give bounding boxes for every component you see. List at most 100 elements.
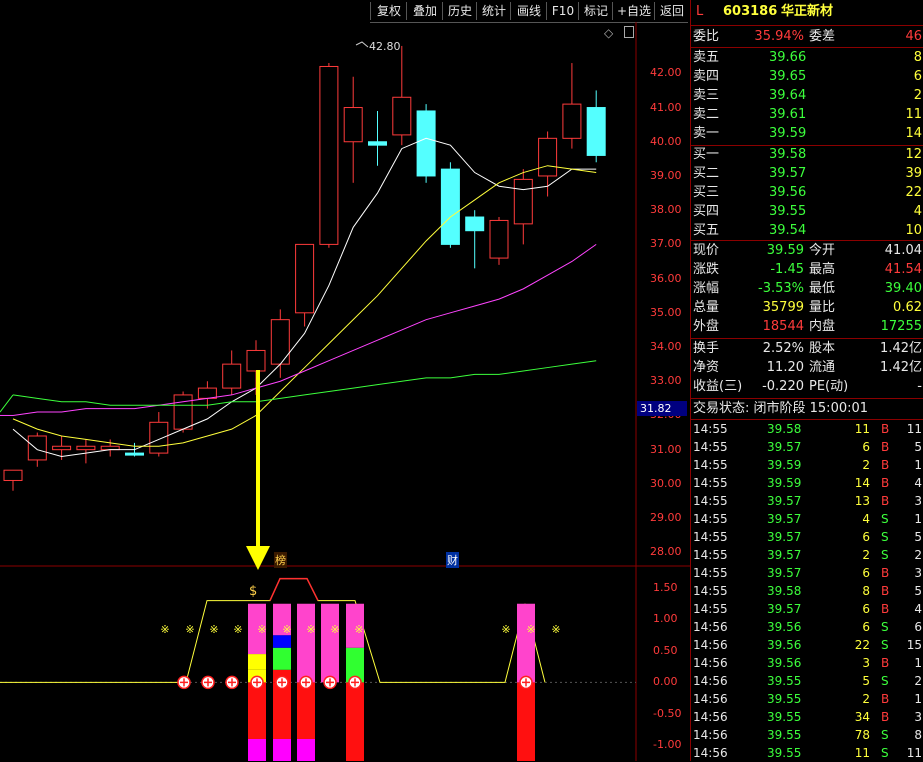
indicator-bar	[297, 603, 315, 683]
tick-time: 14:56	[693, 656, 728, 670]
toolbar-button-lishi[interactable]: 历史	[442, 2, 477, 20]
tick-row[interactable]: 14:55 39.57 6 B 4	[691, 600, 923, 618]
tick-count: 3	[914, 494, 922, 508]
tick-count: 11	[906, 422, 922, 436]
bid-row: 买五 39.54 10	[691, 222, 923, 240]
tick-row[interactable]: 14:55 39.59 2 B 1	[691, 456, 923, 474]
tick-side: B	[881, 710, 890, 724]
tick-volume: 13	[854, 494, 870, 508]
tick-price: 39.55	[767, 746, 802, 760]
tick-count: 1	[914, 458, 922, 472]
weicha-label: 委差	[809, 29, 836, 44]
ask-label: 卖三	[693, 88, 720, 103]
quote-value: -0.220	[762, 379, 804, 394]
tick-side: B	[881, 440, 890, 454]
stock-code: 603186	[723, 4, 778, 19]
tick-row[interactable]: 14:55 39.59 14 B 4	[691, 474, 923, 492]
ask-volume: 11	[905, 107, 922, 122]
quote-panel: L 603186 华正新材 委比 35.94% 委差 46 卖五 39.66 8 卖四…	[690, 0, 923, 761]
bid-volume: 22	[905, 185, 922, 200]
asterisk-marker: ※	[501, 623, 510, 636]
price-tick: 29.00	[650, 511, 682, 525]
tick-row[interactable]: 14:55 39.57 4 S 1	[691, 510, 923, 528]
candle-body	[197, 387, 217, 399]
chart-corner-icon[interactable]: ◇	[604, 26, 614, 40]
toolbar-button-fanhui[interactable]: 返回	[654, 2, 689, 20]
toolbar-button-fuquan[interactable]: 复权	[370, 2, 407, 20]
asterisk-marker: ※	[306, 623, 315, 636]
bid-volume: 10	[905, 223, 922, 238]
tick-volume: 6	[862, 602, 870, 616]
tick-side: B	[881, 422, 890, 436]
price-tick: 41.00	[650, 100, 682, 114]
tick-row[interactable]: 14:56 39.55 78 S 8	[691, 726, 923, 744]
tick-time: 14:55	[693, 512, 728, 526]
toolbar-button-diejia[interactable]: 叠加	[406, 2, 443, 20]
quote-value: 39.40	[884, 281, 922, 296]
tick-row[interactable]: 14:55 39.57 6 S 5	[691, 528, 923, 546]
asterisk-marker: ※	[257, 623, 266, 636]
tick-count: 15	[906, 638, 922, 652]
indicator-bar	[273, 738, 291, 761]
tick-row[interactable]: 14:56 39.55 11 S 11	[691, 744, 923, 762]
ask-label: 卖一	[693, 126, 720, 141]
tick-volume: 8	[862, 584, 870, 598]
tick-side: B	[881, 692, 890, 706]
tick-volume: 6	[862, 566, 870, 580]
toolbar-button-f10[interactable]: F10	[546, 2, 579, 20]
toolbar-button-huaxian[interactable]: 画线	[510, 2, 547, 20]
kline-chart-area[interactable]: 复权 叠加 历史 统计 画线 F10 标记 +自选 返回 ◇ ※ ※ ※ ※ ※ ※ ※ ※ ※…	[0, 0, 690, 761]
scroll-handle[interactable]	[624, 26, 634, 38]
tick-time: 14:55	[693, 530, 728, 544]
candle-body	[562, 103, 582, 139]
tick-count: 3	[914, 710, 922, 724]
tick-row[interactable]: 14:55 39.57 6 B 3	[691, 564, 923, 582]
quote-value: 11.20	[766, 360, 804, 375]
price-tick: 33.00	[650, 374, 682, 388]
tick-volume: 4	[862, 512, 870, 526]
quote-label: 内盘	[809, 319, 836, 334]
high-annotation: 42.80	[369, 40, 401, 53]
current-price-marker: 31.82	[637, 401, 687, 416]
toolbar-button-zixuan[interactable]: +自选	[612, 2, 655, 20]
tick-price: 39.56	[767, 656, 802, 670]
bid-price: 39.55	[769, 204, 807, 219]
candle-body	[246, 349, 266, 372]
quote-row: 总量 35799 量比 0.62	[691, 299, 923, 317]
tick-price: 39.57	[767, 530, 802, 544]
asterisk-marker: ※	[354, 623, 363, 636]
candle-body	[295, 243, 315, 314]
ask-label: 卖二	[693, 107, 720, 122]
toolbar-button-biaoji[interactable]: 标记	[578, 2, 613, 20]
candle-body	[319, 65, 339, 245]
bid-price: 39.54	[769, 223, 807, 238]
tick-volume: 2	[862, 458, 870, 472]
tick-row[interactable]: 14:56 39.56 22 S 15	[691, 636, 923, 654]
tick-row[interactable]: 14:55 39.57 13 B 3	[691, 492, 923, 510]
indicator-bar	[273, 682, 291, 739]
tick-time: 14:56	[693, 692, 728, 706]
candle-body	[3, 469, 23, 481]
tick-row[interactable]: 14:55 39.57 6 B 5	[691, 438, 923, 456]
tick-row[interactable]: 14:56 39.55 2 B 1	[691, 690, 923, 708]
tick-row[interactable]: 14:55 39.57 2 S 2	[691, 546, 923, 564]
event-marker-cai[interactable]: 财	[446, 552, 459, 568]
candle-body	[76, 445, 96, 451]
toolbar-button-tongji[interactable]: 统计	[476, 2, 511, 20]
tick-row[interactable]: 14:55 39.58 8 B 5	[691, 582, 923, 600]
indicator-bar	[273, 635, 291, 648]
indicator-bar	[248, 682, 266, 739]
tick-row[interactable]: 14:56 39.55 5 S 2	[691, 672, 923, 690]
tick-row[interactable]: 14:56 39.56 3 B 1	[691, 654, 923, 672]
event-marker-bang[interactable]: 榜	[274, 552, 287, 568]
tick-price: 39.56	[767, 620, 802, 634]
tick-time: 14:55	[693, 584, 728, 598]
quote-value: 18544	[762, 319, 804, 334]
tick-volume: 14	[854, 476, 870, 490]
chart-toolbar: 复权 叠加 历史 统计 画线 F10 标记 +自选 返回	[370, 0, 688, 23]
tick-row[interactable]: 14:55 39.58 11 B 11	[691, 420, 923, 438]
tick-row[interactable]: 14:56 39.56 6 S 6	[691, 618, 923, 636]
tick-time: 14:55	[693, 422, 728, 436]
tick-row[interactable]: 14:56 39.55 34 B 3	[691, 708, 923, 726]
ask-label: 卖五	[693, 50, 720, 65]
